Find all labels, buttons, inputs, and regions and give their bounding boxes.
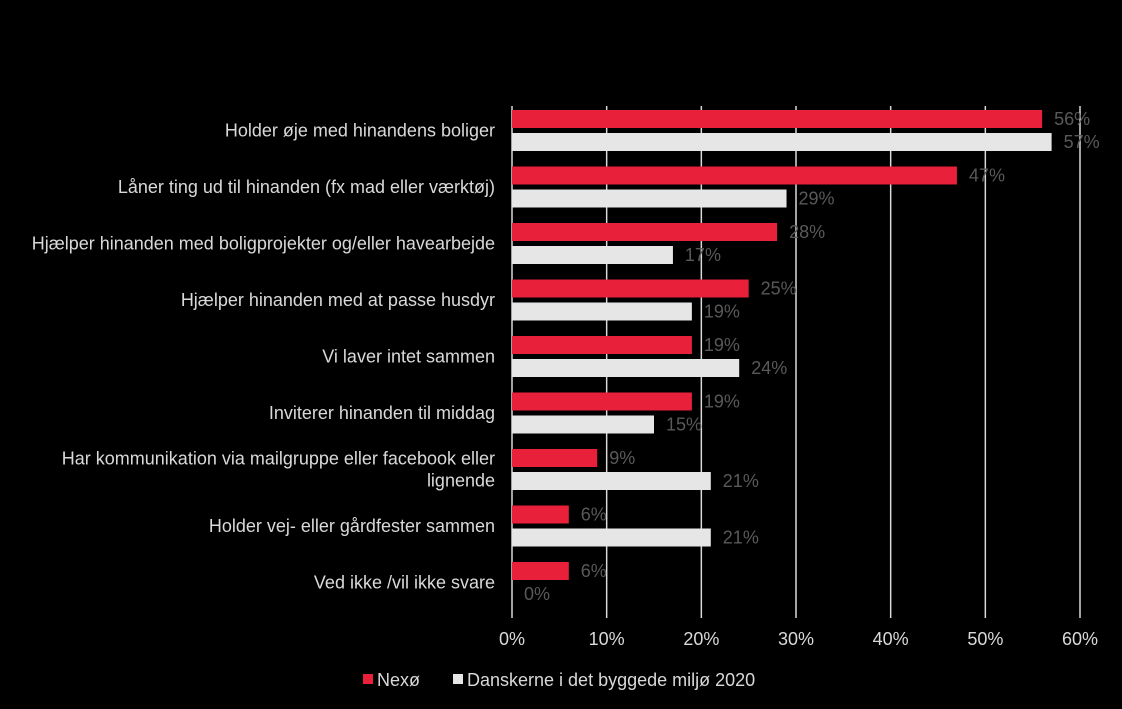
bar-danskerne xyxy=(512,359,740,377)
category-label: Inviterer hinanden til middag xyxy=(269,403,495,423)
bar-danskerne xyxy=(512,472,711,490)
bar-nexo xyxy=(512,562,569,580)
bar-nexo xyxy=(512,110,1043,128)
x-tick-label: 20% xyxy=(683,629,719,649)
category-label: Holder vej- eller gårdfester sammen xyxy=(209,516,495,536)
category-label: Hjælper hinanden med boligprojekter og/e… xyxy=(32,234,495,254)
data-label: 9% xyxy=(609,448,635,468)
x-tick-label: 30% xyxy=(778,629,814,649)
x-tick-label: 60% xyxy=(1062,629,1098,649)
legend: Nexø Danskerne i det byggede miljø 2020 xyxy=(363,670,755,690)
bar-danskerne xyxy=(512,246,673,264)
data-label: 6% xyxy=(581,505,607,525)
data-label: 19% xyxy=(704,335,740,355)
bar-danskerne xyxy=(512,528,711,547)
category-label: Ved ikke /vil ikke svare xyxy=(314,573,495,593)
category-label: Vi laver intet sammen xyxy=(322,347,495,367)
data-label: 56% xyxy=(1054,109,1090,129)
category-label: Låner ting ud til hinanden (fx mad eller… xyxy=(118,177,495,197)
data-label: 19% xyxy=(704,392,740,412)
data-label: 21% xyxy=(723,471,759,491)
bar-nexo xyxy=(512,223,778,241)
bar-nexo xyxy=(512,279,749,298)
category-labels: Holder øje med hinandens boliger Låner ti… xyxy=(32,121,495,593)
data-label: 57% xyxy=(1064,132,1100,152)
bar-danskerne xyxy=(512,189,787,208)
legend-label: Nexø xyxy=(377,670,420,690)
x-tick-label: 50% xyxy=(967,629,1003,649)
data-labels: 56%57%47%29%28%17%25%19%19%24%19%15%9%21… xyxy=(524,109,1100,604)
data-label: 19% xyxy=(704,302,740,322)
data-label: 28% xyxy=(789,222,825,242)
bar-nexo xyxy=(512,336,692,354)
x-tick-label: 0% xyxy=(499,629,525,649)
bars xyxy=(512,110,1052,580)
bar-danskerne xyxy=(512,302,692,321)
data-label: 15% xyxy=(666,415,702,435)
bar-nexo xyxy=(512,166,957,185)
data-label: 6% xyxy=(581,561,607,581)
data-label: 29% xyxy=(799,189,835,209)
x-tick-label: 10% xyxy=(589,629,625,649)
data-label: 47% xyxy=(969,166,1005,186)
category-label: Holder øje med hinandens boliger xyxy=(225,121,495,141)
data-label: 25% xyxy=(761,279,797,299)
bar-nexo xyxy=(512,392,692,411)
legend-swatch xyxy=(453,674,463,684)
category-label: Har kommunikation via mailgruppe eller f… xyxy=(62,449,495,491)
bar-danskerne xyxy=(512,415,654,434)
x-tick-label: 40% xyxy=(873,629,909,649)
data-label: 24% xyxy=(751,358,787,378)
bar-danskerne xyxy=(512,133,1052,151)
legend-label: Danskerne i det byggede miljø 2020 xyxy=(467,670,755,690)
legend-swatch xyxy=(363,674,373,684)
bar-nexo xyxy=(512,505,569,524)
data-label: 17% xyxy=(685,245,721,265)
data-label: 21% xyxy=(723,528,759,548)
category-label: Hjælper hinanden med at passe husdyr xyxy=(181,290,495,310)
data-label: 0% xyxy=(524,584,550,604)
x-axis-tick-labels: 0% 10% 20% 30% 40% 50% 60% xyxy=(499,629,1098,649)
bar-nexo xyxy=(512,449,598,467)
